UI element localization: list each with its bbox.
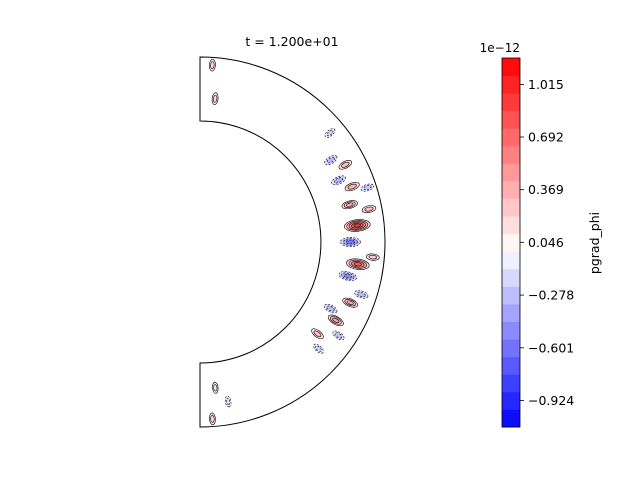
- negative-contour-17-1: [363, 185, 372, 191]
- positive-contour-4-2: [346, 202, 354, 207]
- colorbar-band: [502, 216, 520, 235]
- positive-contour-7-2: [346, 300, 354, 305]
- positive-contour-1-3: [353, 262, 362, 267]
- colorbar-band: [502, 409, 520, 428]
- colorbar-band: [502, 286, 520, 305]
- colorbar-band: [502, 304, 520, 322]
- colorbar-band: [502, 198, 520, 217]
- negative-contour-13-1: [334, 177, 344, 184]
- negative-contour-14-1: [356, 291, 366, 298]
- colorbar-band: [502, 75, 520, 94]
- colorbar-band: [502, 110, 520, 129]
- colorbar-tick-label: 1.015: [528, 77, 564, 92]
- colorbar-offset-text: 1e−12: [480, 41, 520, 55]
- colorbar-band: [502, 163, 520, 182]
- colorbar-tick-label: 0.046: [528, 235, 564, 250]
- colorbar-band: [502, 93, 520, 112]
- negative-contour-16-1: [334, 332, 343, 339]
- colorbar-band: [502, 374, 520, 393]
- colorbar-band: [502, 145, 520, 164]
- colorbar-band: [502, 251, 520, 270]
- colorbar-band: [502, 321, 520, 340]
- positive-contour-0-4: [353, 223, 362, 228]
- positive-contour-5-1: [347, 183, 357, 190]
- negative-contour-3-2: [343, 273, 352, 279]
- colorbar-tick-label: 0.692: [528, 130, 564, 145]
- negative-contour-24-1: [226, 397, 231, 406]
- plot-area: [199, 56, 386, 428]
- positive-contour-9-1: [313, 330, 322, 338]
- field-contours: [209, 58, 380, 426]
- colorbar-tick-label: −0.278: [528, 288, 574, 303]
- negative-contour-15-1: [326, 305, 335, 312]
- negative-contour-2-2: [345, 239, 356, 245]
- colorbar-tick-label: 0.369: [528, 182, 564, 197]
- colorbar-label: pgrad_phi: [587, 212, 602, 274]
- colorbar-tick-label: −0.601: [528, 340, 574, 355]
- colorbar-band: [502, 391, 520, 410]
- positive-contour-21-1: [212, 94, 218, 103]
- colorbar-band: [502, 181, 520, 199]
- positive-contour-22-1: [210, 415, 215, 423]
- negative-contour-12-1: [326, 157, 335, 164]
- colorbar-band: [502, 339, 520, 358]
- negative-contour-19-1: [315, 345, 322, 352]
- positive-contour-23-1: [213, 384, 218, 392]
- positive-contour-20-1: [210, 61, 215, 69]
- colorbar-band: [502, 268, 520, 287]
- annulus-outline: [199, 56, 386, 428]
- positive-contour-10-1: [364, 206, 374, 212]
- positive-contour-8-2: [332, 317, 340, 324]
- colorbar-band: [502, 128, 520, 147]
- colorbar-tick-label: −0.924: [528, 393, 574, 408]
- colorbar-band: [502, 233, 520, 252]
- colorbar: 1.015 0.692 0.369 0.046 −0.278 −0.601 −0.924 1…: [480, 41, 602, 428]
- positive-contour-6-1: [341, 161, 350, 168]
- colorbar-band: [502, 356, 520, 375]
- colorbar-band: [502, 58, 520, 76]
- plot-title: t = 1.200e+01: [245, 34, 338, 49]
- positive-contour-11-1: [368, 254, 377, 260]
